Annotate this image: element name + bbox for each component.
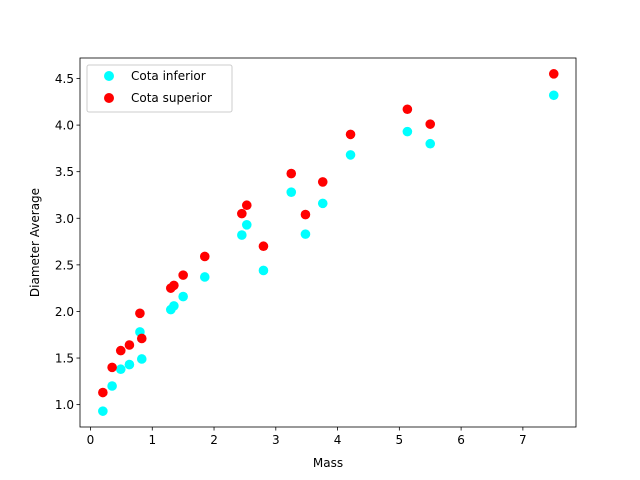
data-point-cota-superior xyxy=(115,345,126,356)
plot-area xyxy=(80,58,576,427)
data-point-cota-inferior xyxy=(115,364,126,375)
x-tick-label: 1 xyxy=(148,433,156,447)
data-point-cota-inferior xyxy=(98,406,108,416)
data-point-cota-superior xyxy=(136,333,147,344)
x-axis-label: Mass xyxy=(313,456,343,470)
data-point-cota-inferior xyxy=(237,230,247,240)
legend: Cota inferior Cota superior xyxy=(86,64,233,113)
data-point-cota-inferior xyxy=(286,187,297,197)
data-point-cota-superior xyxy=(98,387,108,398)
data-point-cota-inferior xyxy=(317,198,328,209)
y-tick-label: 4.5 xyxy=(55,72,74,86)
data-point-cota-superior xyxy=(199,251,210,262)
data-point-cota-inferior xyxy=(169,301,179,311)
y-tick-label: 2.5 xyxy=(55,258,74,272)
x-tick-label: 5 xyxy=(396,433,404,447)
data-point-cota-inferior xyxy=(124,359,135,370)
y-axis-label: Diameter Average xyxy=(28,188,42,297)
legend-label-cota-superior: Cota superior xyxy=(131,91,212,105)
data-point-cota-superior xyxy=(169,280,179,291)
data-point-cota-superior xyxy=(300,209,311,220)
data-point-cota-superior xyxy=(258,241,269,252)
data-point-cota-inferior xyxy=(345,150,356,160)
data-point-cota-inferior xyxy=(107,381,117,391)
data-point-cota-inferior xyxy=(402,126,413,137)
data-point-cota-superior xyxy=(345,129,356,140)
data-point-cota-inferior xyxy=(199,272,210,282)
x-tick-label: 7 xyxy=(519,433,527,447)
data-point-cota-inferior xyxy=(548,90,559,101)
data-point-cota-superior xyxy=(135,308,145,319)
points-layer xyxy=(98,69,559,416)
legend-marker-cota-inferior xyxy=(104,71,114,81)
x-tick-label: 3 xyxy=(272,433,280,447)
data-point-cota-inferior xyxy=(300,229,311,239)
data-point-cota-superior xyxy=(286,168,297,179)
data-point-cota-inferior xyxy=(258,265,269,276)
data-point-cota-superior xyxy=(241,200,252,211)
y-tick-label: 1.0 xyxy=(55,398,74,412)
ticks-layer: 0 1 2 3 4 5 6 7 1.0 1.5 2.0 2.5 3.0 3.5 4.0 4.5 xyxy=(55,72,527,447)
plot-frame xyxy=(79,57,577,428)
legend-box xyxy=(86,64,233,113)
data-point-cota-inferior xyxy=(178,291,188,302)
data-point-cota-inferior xyxy=(425,138,436,149)
data-point-cota-superior xyxy=(178,270,188,280)
x-tick-label: 4 xyxy=(334,433,342,447)
x-tick-label: 0 xyxy=(87,433,95,447)
y-tick-label: 3.0 xyxy=(55,212,74,226)
data-point-cota-superior xyxy=(237,208,247,219)
y-tick-label: 1.5 xyxy=(55,352,74,366)
x-tick-label: 2 xyxy=(210,433,218,447)
data-point-cota-superior xyxy=(124,340,135,350)
data-point-cota-inferior xyxy=(241,219,252,230)
x-tick-label: 6 xyxy=(457,433,465,447)
data-point-cota-superior xyxy=(107,362,117,373)
legend-label-cota-inferior: Cota inferior xyxy=(131,69,206,83)
data-point-cota-superior xyxy=(402,104,413,115)
y-tick-label: 4.0 xyxy=(55,119,74,133)
data-point-cota-superior xyxy=(548,69,559,79)
data-point-cota-inferior xyxy=(136,354,147,364)
y-tick-label: 3.5 xyxy=(55,165,74,179)
data-point-cota-superior xyxy=(425,119,436,129)
y-tick-label: 2.0 xyxy=(55,305,74,319)
legend-marker-cota-superior xyxy=(104,93,114,103)
data-point-cota-superior xyxy=(317,177,328,187)
